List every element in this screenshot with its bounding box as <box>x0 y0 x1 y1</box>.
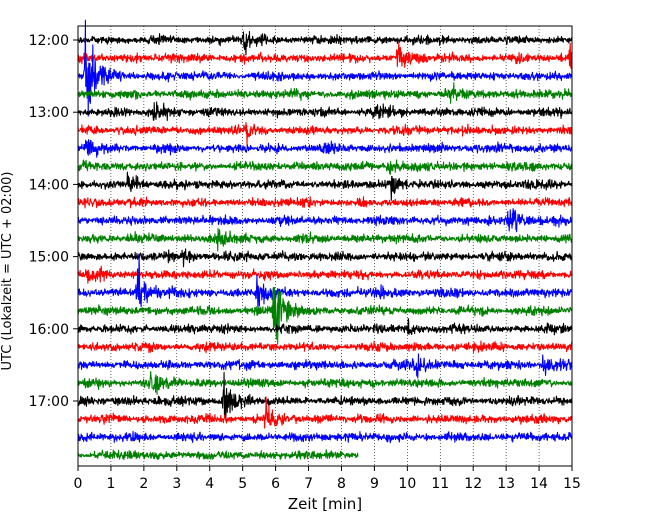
trace-1445 <box>77 227 573 252</box>
trace-1530 <box>77 253 573 311</box>
trace-1630 <box>77 353 573 379</box>
x-tick-label: 13 <box>497 476 515 492</box>
trace-1330 <box>77 139 573 158</box>
x-axis-label: Zeit [min] <box>288 495 362 513</box>
trace-1215 <box>77 42 573 80</box>
x-tick-label: 7 <box>304 476 313 492</box>
trace-1430 <box>77 208 573 233</box>
x-tick-label: 10 <box>398 476 416 492</box>
x-tick-label: 14 <box>530 476 548 492</box>
trace-1700 <box>77 372 573 420</box>
x-tick-label: 2 <box>139 476 148 492</box>
trace-1615 <box>77 340 573 354</box>
seismic-traces <box>77 19 573 461</box>
trace-1545 <box>77 287 573 345</box>
x-tick-label: 0 <box>74 476 83 492</box>
x-tick-label: 9 <box>370 476 379 492</box>
trace-1500 <box>77 248 573 268</box>
trace-1345 <box>77 159 573 175</box>
y-tick-label: 17:00 <box>29 394 69 410</box>
plot-frame <box>77 25 573 467</box>
trace-1745 <box>77 449 359 461</box>
trace-1315 <box>77 121 573 147</box>
trace-1515 <box>77 265 573 284</box>
trace-1600 <box>77 318 573 336</box>
x-tick-label: 3 <box>172 476 181 492</box>
x-tick-label: 1 <box>106 476 115 492</box>
y-tick-label: 13:00 <box>29 105 69 121</box>
trace-1230 <box>77 19 573 117</box>
x-tick-label: 4 <box>205 476 214 492</box>
trace-1715 <box>77 396 573 429</box>
trace-1245 <box>77 82 573 104</box>
x-tick-label: 6 <box>271 476 280 492</box>
y-tick-label: 16:00 <box>29 322 69 338</box>
trace-1645 <box>77 371 573 395</box>
y-tick-label: 14:00 <box>29 177 69 193</box>
trace-1400 <box>77 171 573 201</box>
x-tick-label: 12 <box>464 476 482 492</box>
x-tick-label: 8 <box>337 476 346 492</box>
trace-1200 <box>77 30 573 56</box>
trace-1300 <box>77 101 573 121</box>
x-tick-label: 5 <box>238 476 247 492</box>
y-tick-label: 12:00 <box>29 33 69 49</box>
x-tick-label: 15 <box>563 476 581 492</box>
vertical-gridlines <box>110 26 540 466</box>
y-axis-label: UTC (Lokalzeit = UTC + 02:00) <box>0 172 15 371</box>
x-axis-ticks: 0 1 2 3 4 5 6 7 8 9 10 11 12 13 14 15 <box>74 466 581 492</box>
trace-1730 <box>77 430 573 444</box>
y-tick-label: 15:00 <box>29 250 69 266</box>
y-axis-ticks: 12:00 13:00 14:00 15:00 16:00 17:00 <box>29 33 78 410</box>
x-tick-label: 11 <box>431 476 449 492</box>
trace-1415 <box>77 196 573 209</box>
